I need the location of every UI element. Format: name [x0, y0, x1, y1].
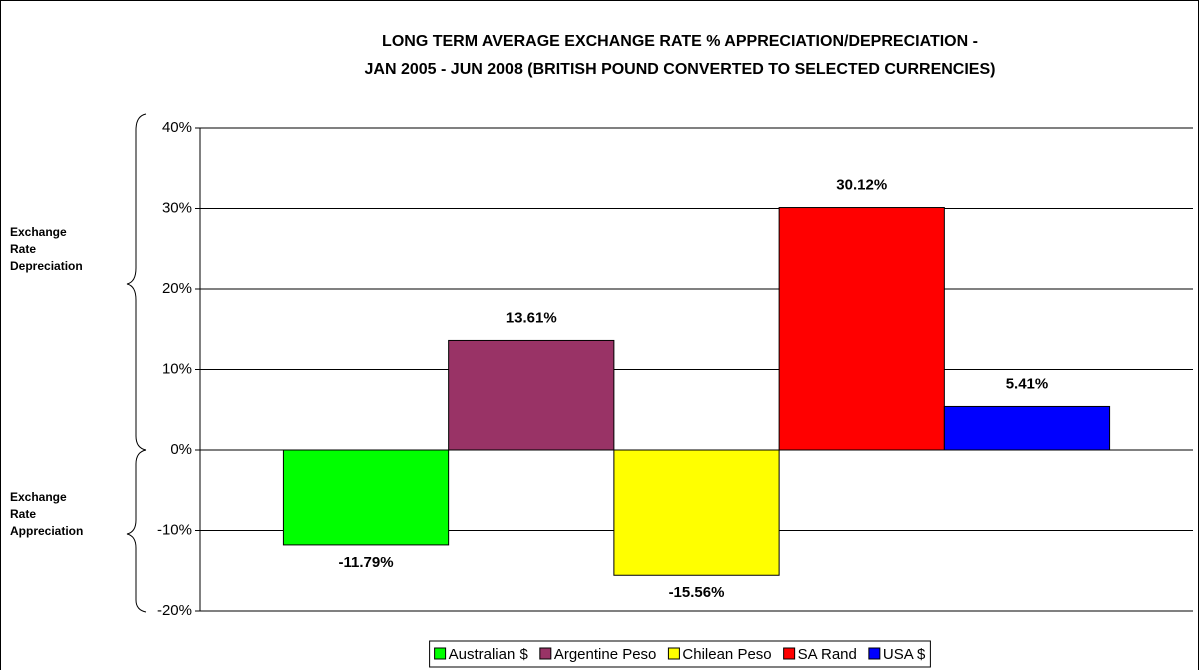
- annotation: Rate: [10, 242, 36, 256]
- brace: [126, 449, 147, 613]
- legend-swatch: [868, 647, 881, 660]
- data-label: 30.12%: [836, 177, 887, 194]
- legend: [429, 640, 931, 668]
- legend-swatch: [667, 647, 680, 660]
- legend-label: Chilean Peso: [682, 646, 771, 663]
- y-tick-label: 40%: [162, 119, 192, 136]
- annotation: Depreciation: [10, 259, 83, 273]
- data-label: 13.61%: [506, 309, 557, 326]
- y-tick-label: -10%: [157, 521, 192, 538]
- bar: [613, 449, 780, 576]
- y-tick-label: 10%: [162, 360, 192, 377]
- legend-label: SA Rand: [798, 646, 857, 663]
- legend-swatch: [783, 647, 796, 660]
- bar: [448, 339, 615, 451]
- brace: [126, 113, 147, 451]
- y-tick-label: -20%: [157, 602, 192, 619]
- bar: [778, 207, 945, 451]
- annotation: Exchange: [10, 225, 67, 239]
- chart-title: JAN 2005 - JUN 2008 (BRITISH POUND CONVE…: [365, 61, 996, 78]
- data-label: 5.41%: [1006, 375, 1049, 392]
- legend-label: Argentine Peso: [554, 646, 657, 663]
- y-tick-label: 0%: [170, 441, 192, 458]
- bar: [943, 405, 1111, 451]
- legend-label: Australian $: [449, 646, 529, 663]
- annotation: Rate: [10, 507, 36, 521]
- data-label: -15.56%: [669, 584, 725, 601]
- legend-swatch: [539, 647, 552, 660]
- annotation: Appreciation: [10, 524, 83, 538]
- legend-swatch: [434, 647, 447, 660]
- y-tick-label: 20%: [162, 280, 192, 297]
- annotation: Exchange: [10, 490, 67, 504]
- chart-title: LONG TERM AVERAGE EXCHANGE RATE % APPREC…: [382, 33, 978, 50]
- legend-label: USA $: [883, 646, 926, 663]
- data-label: -11.79%: [339, 554, 394, 571]
- bar: [282, 449, 450, 546]
- y-tick-label: 30%: [162, 199, 192, 216]
